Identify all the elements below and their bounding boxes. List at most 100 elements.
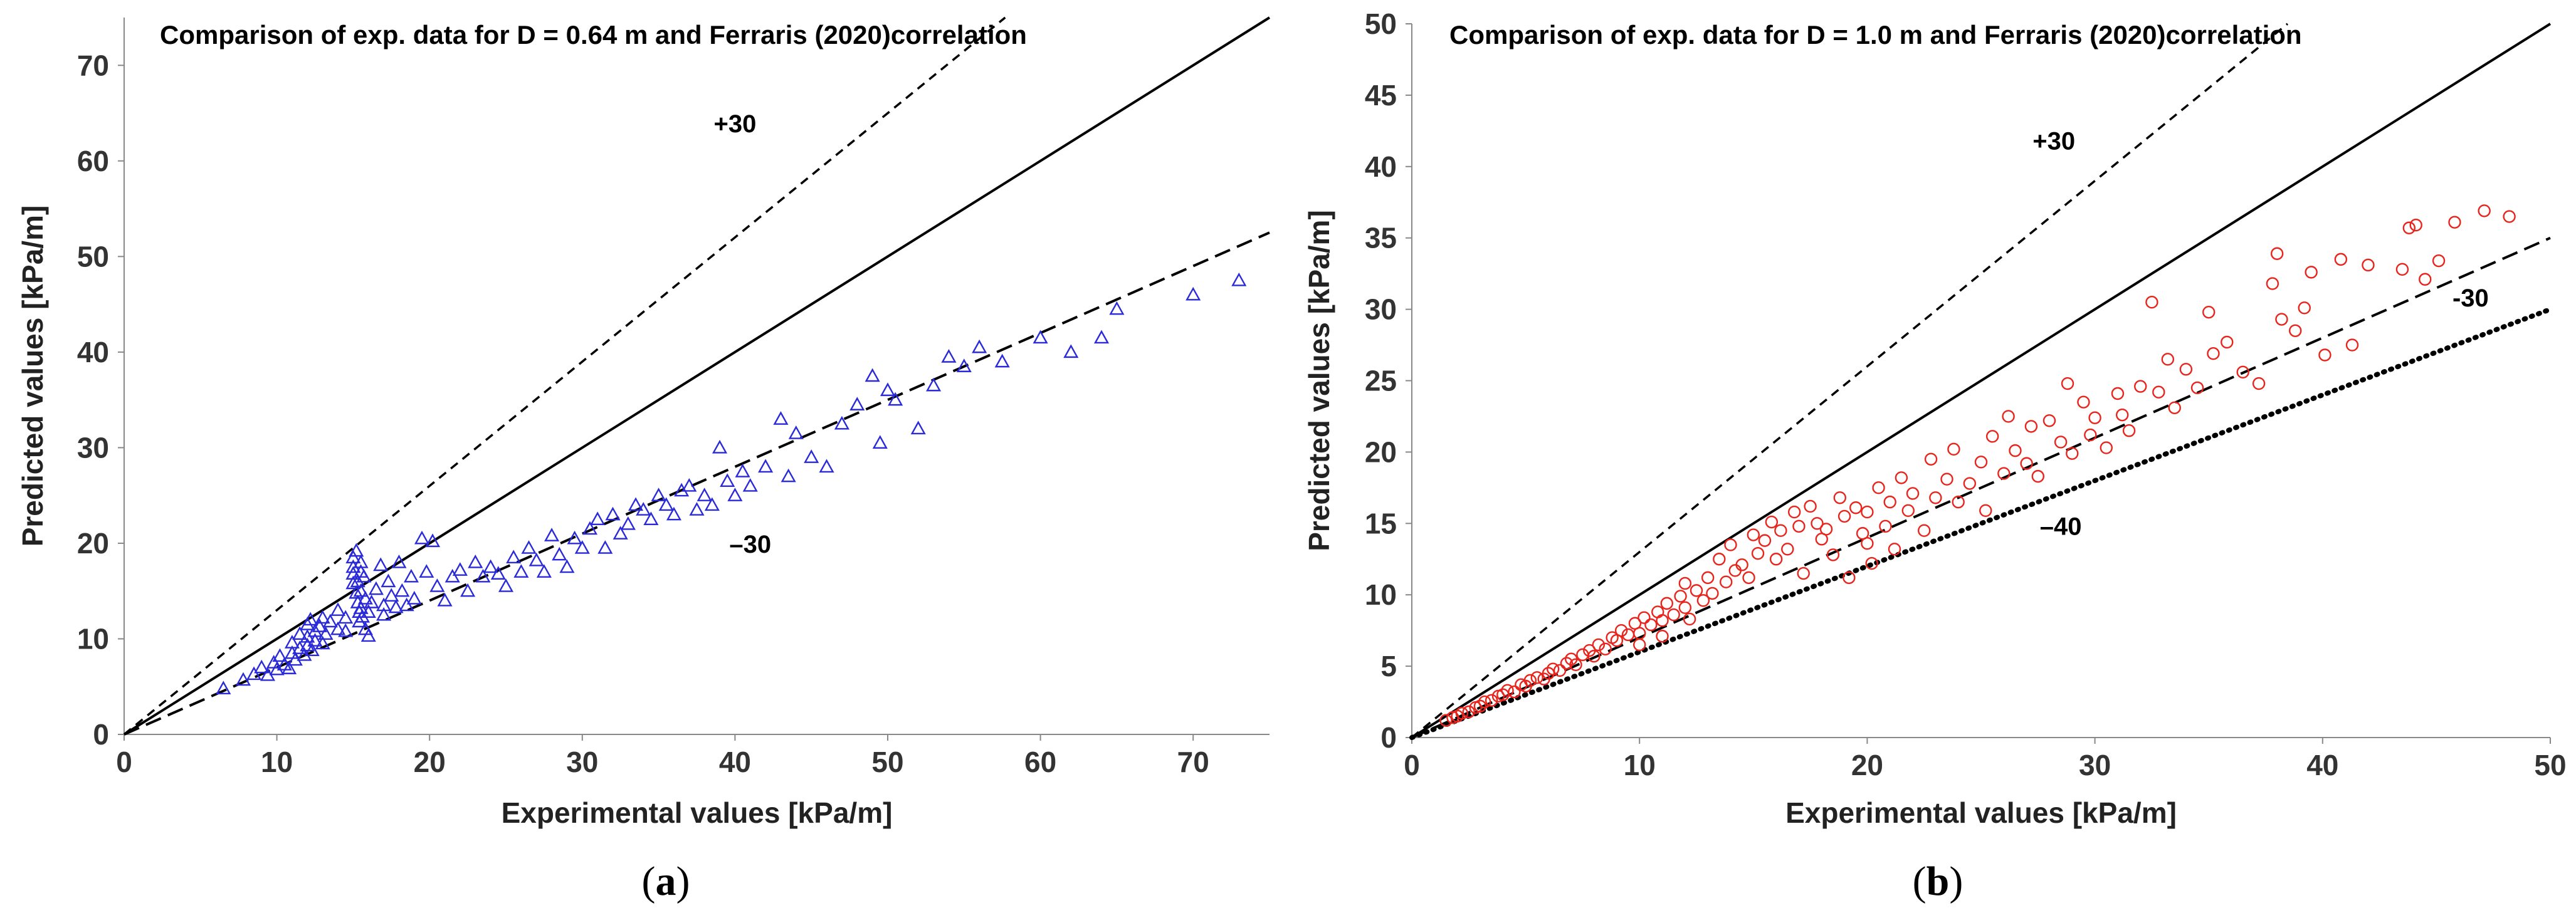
data-point xyxy=(406,590,422,605)
line-annotation: -30 xyxy=(2452,284,2489,312)
data-point xyxy=(1792,519,1806,533)
data-point xyxy=(1523,674,1537,687)
data-point xyxy=(1787,505,1801,519)
x-tick-label: 40 xyxy=(719,746,751,778)
data-point xyxy=(357,590,373,605)
y-tick-label: 10 xyxy=(1365,578,1397,611)
data-point xyxy=(297,647,312,661)
reference-line-minus30 xyxy=(1411,236,2551,739)
data-point xyxy=(2054,436,2068,449)
data-point xyxy=(1478,695,1491,709)
data-point xyxy=(2009,444,2022,457)
data-point xyxy=(674,483,690,497)
data-point xyxy=(2275,313,2288,326)
data-point xyxy=(1508,685,1521,699)
data-point xyxy=(2111,387,2125,400)
x-tick-label: 0 xyxy=(1404,749,1420,781)
data-point xyxy=(1496,688,1510,701)
data-point xyxy=(269,661,285,676)
data-point xyxy=(414,530,430,545)
data-point xyxy=(1843,571,1856,585)
data-point xyxy=(330,602,346,616)
data-point xyxy=(399,597,414,612)
data-point xyxy=(2190,381,2204,395)
data-point xyxy=(552,546,567,561)
data-point xyxy=(2207,347,2220,360)
line-annotation: –30 xyxy=(729,531,771,558)
data-point xyxy=(658,497,674,511)
data-point xyxy=(1917,524,1931,537)
data-point xyxy=(216,681,231,694)
data-point xyxy=(880,382,896,397)
data-point xyxy=(345,575,361,590)
data-point xyxy=(1774,524,1787,537)
data-point xyxy=(697,488,712,501)
data-point xyxy=(1501,684,1514,697)
data-point xyxy=(1742,571,1755,585)
data-point xyxy=(605,506,621,521)
x-tick-label: 10 xyxy=(1624,749,1656,781)
data-point xyxy=(429,578,445,592)
data-point xyxy=(2122,424,2136,437)
data-point xyxy=(330,621,346,635)
reference-line-equality xyxy=(1411,23,2552,739)
data-point xyxy=(1849,501,1863,514)
data-point xyxy=(1542,667,1555,680)
data-point xyxy=(254,659,270,674)
x-axis-label: Experimental values [kPa/m] xyxy=(502,796,893,829)
data-point xyxy=(272,648,288,662)
data-point xyxy=(307,623,323,637)
data-point xyxy=(1094,330,1110,344)
y-tick-label: 30 xyxy=(77,431,109,464)
data-point xyxy=(1033,330,1048,344)
line-annotation: +30 xyxy=(713,110,756,138)
data-point xyxy=(590,511,606,525)
data-point xyxy=(452,562,468,576)
data-point xyxy=(1553,664,1567,677)
x-tick-label: 30 xyxy=(2079,749,2111,781)
data-point xyxy=(1861,505,1874,519)
data-point xyxy=(620,516,636,530)
data-point xyxy=(2161,353,2175,366)
data-point xyxy=(2145,296,2158,309)
x-tick-label: 60 xyxy=(1024,746,1056,778)
data-point xyxy=(681,477,697,492)
data-point xyxy=(338,610,354,624)
y-tick-label: 25 xyxy=(1365,365,1397,397)
data-point xyxy=(872,435,888,449)
data-point xyxy=(1797,566,1810,580)
data-point xyxy=(1706,587,1719,600)
data-point xyxy=(834,415,849,430)
data-point xyxy=(2031,469,2045,483)
data-point xyxy=(2066,447,2079,460)
y-tick-label: 60 xyxy=(77,145,109,177)
data-point xyxy=(345,559,361,573)
data-point xyxy=(1644,618,1658,632)
data-point xyxy=(2478,204,2491,217)
data-point xyxy=(2334,253,2348,266)
data-point xyxy=(304,642,320,656)
data-point xyxy=(2221,335,2234,349)
panel-label-open: ( xyxy=(1913,858,1927,904)
data-point xyxy=(2084,428,2097,442)
data-point xyxy=(354,608,371,623)
data-point xyxy=(2077,395,2090,409)
data-point xyxy=(1656,614,1669,627)
data-point xyxy=(1473,699,1487,713)
data-point xyxy=(582,521,598,535)
data-point xyxy=(956,358,972,372)
data-point xyxy=(1530,671,1543,684)
data-point xyxy=(235,672,251,686)
data-point xyxy=(636,502,651,516)
data-point xyxy=(292,626,308,640)
reference-line-minus30 xyxy=(124,231,1270,736)
data-point xyxy=(1546,662,1560,676)
data-point xyxy=(1678,601,1692,614)
data-point xyxy=(1819,523,1833,536)
data-point xyxy=(2362,258,2375,272)
data-point xyxy=(376,607,392,621)
data-point xyxy=(475,568,491,583)
data-point xyxy=(804,449,819,463)
data-point xyxy=(2236,365,2249,379)
